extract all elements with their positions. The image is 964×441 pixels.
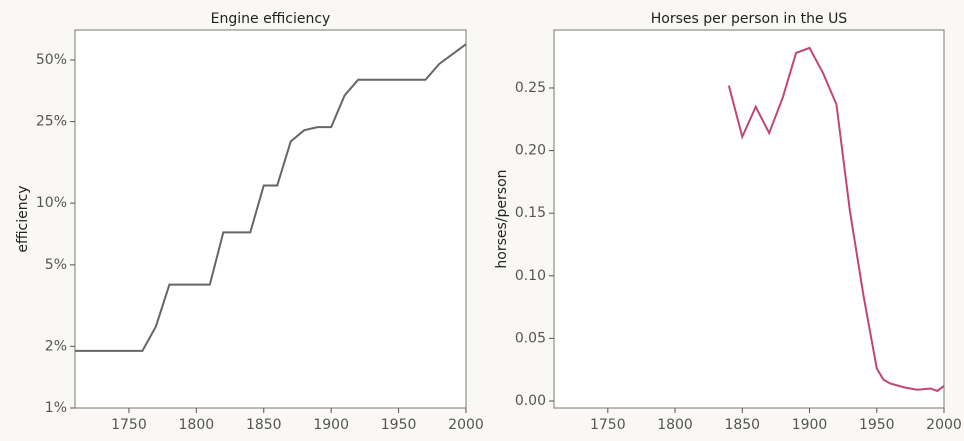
x-tick-label: 1900	[792, 417, 828, 433]
x-tick-label: 1750	[590, 417, 626, 433]
y-tick-label: 0.25	[515, 80, 546, 96]
y-tick-label: 1%	[45, 400, 67, 416]
plot-area	[553, 29, 945, 409]
data-line	[727, 46, 945, 393]
x-tick-label: 1800	[179, 417, 215, 433]
x-tick-label: 1850	[246, 417, 282, 433]
y-axis-label: efficiency	[15, 185, 31, 252]
y-tick-label: 25%	[36, 114, 67, 130]
plot-area	[74, 29, 467, 409]
data-line	[75, 43, 467, 352]
y-tick-label: 0.00	[515, 393, 546, 409]
x-tick-label: 1950	[381, 417, 417, 433]
x-tick-label: 1750	[111, 417, 147, 433]
y-tick-label: 0.15	[515, 205, 546, 221]
y-tick-label: 2%	[45, 338, 67, 354]
y-tick-label: 50%	[36, 52, 67, 68]
y-tick-label: 0.10	[515, 268, 546, 284]
y-axis-label: horses/person	[494, 169, 510, 268]
y-tick-label: 5%	[45, 257, 67, 273]
y-tick-label: 0.20	[515, 143, 546, 159]
y-tick-label: 0.05	[515, 330, 546, 346]
y-tick-label: 10%	[36, 195, 67, 211]
x-tick-label: 2000	[448, 417, 484, 433]
chart-title: Engine efficiency	[211, 11, 331, 27]
x-tick-label: 1950	[859, 417, 895, 433]
x-tick-label: 2000	[926, 417, 962, 433]
x-tick-label: 1850	[724, 417, 760, 433]
x-tick-label: 1900	[313, 417, 349, 433]
x-tick-label: 1800	[657, 417, 693, 433]
chart-title: Horses per person in the US	[651, 11, 848, 27]
